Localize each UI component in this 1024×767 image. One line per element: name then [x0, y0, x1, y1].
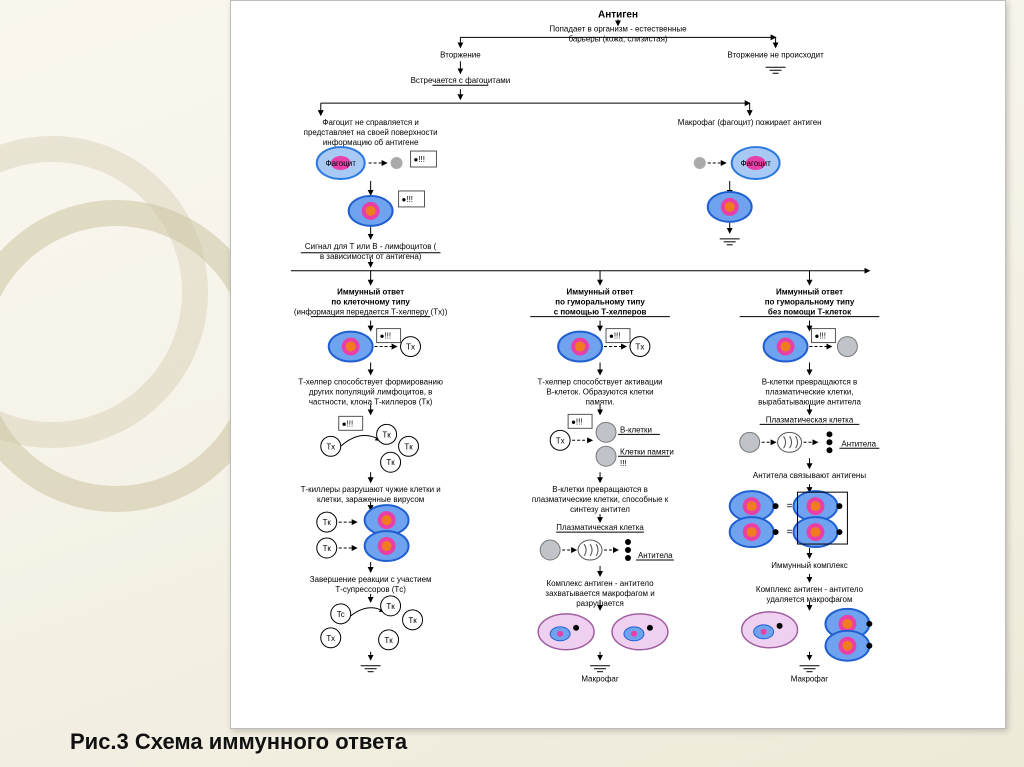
svg-text:Иммунный ответ: Иммунный ответ: [776, 288, 843, 297]
svg-text:Плазматическая клетка: Плазматическая клетка: [766, 415, 854, 424]
svg-text:Макрофаг: Макрофаг: [791, 675, 828, 684]
col2: Иммунный ответ по гуморальному типу с по…: [530, 288, 674, 684]
diagram-svg: Антиген Попадает в организм - естественн…: [231, 1, 1005, 728]
svg-text:Т-хелпер способствует формиров: Т-хелпер способствует формированиюдругих…: [298, 377, 443, 406]
svg-text:Завершение реакции с участиемТ: Завершение реакции с участиемТ-супрессор…: [310, 575, 432, 594]
svg-text:Антитела: Антитела: [638, 551, 673, 560]
signal: Сигнал для T или B - лимфоцитов (в завис…: [305, 242, 437, 261]
svg-text:Иммунный комплекс: Иммунный комплекс: [771, 561, 847, 570]
svg-text:В-клетки превращаются вплазмат: В-клетки превращаются вплазматические кл…: [532, 485, 669, 514]
svg-text:Tx: Tx: [326, 442, 335, 451]
left-branch: Фагоцит не справляется ипредставляет на …: [304, 118, 438, 147]
svg-text:Макрофаг: Макрофаг: [581, 675, 618, 684]
slide: Антиген Попадает в организм - естественн…: [0, 0, 1024, 767]
meet-phag: Встречается с фагоцитами: [411, 76, 511, 85]
svg-text:●!!!: ●!!!: [380, 332, 391, 341]
right-branch: Макрофаг (фагоцит) пожирает антиген: [678, 118, 822, 127]
svg-text:Tx: Tx: [636, 343, 645, 352]
svg-text:Tк: Tк: [408, 616, 417, 625]
phag-label-l: Фагоцит: [326, 159, 357, 168]
svg-text:●!!!: ●!!!: [571, 417, 582, 426]
col1: Иммунный ответ по клеточному типу (инфор…: [294, 288, 448, 672]
svg-text:=: =: [787, 527, 793, 538]
svg-text:!!!: !!!: [620, 459, 627, 468]
no-invasion: Вторжение не происходит: [727, 50, 824, 59]
svg-text:по гуморальному типу: по гуморальному типу: [765, 298, 855, 307]
svg-text:В-клетки превращаются вплазмат: В-клетки превращаются вплазматические кл…: [758, 377, 861, 406]
svg-text:Tx: Tx: [406, 343, 415, 352]
svg-text:Антитела связывают антигены: Антитела связывают антигены: [753, 471, 866, 480]
barrier-text: Попадает в организм - естественныебарьер…: [549, 24, 687, 43]
svg-text:без помощи Т-клеток: без помощи Т-клеток: [768, 308, 851, 317]
svg-text:Tк: Tк: [386, 602, 395, 611]
svg-text:с помощью Т-хелперов: с помощью Т-хелперов: [554, 308, 647, 317]
svg-text:●!!!: ●!!!: [402, 195, 413, 204]
svg-text:(информация передается Т-хелпе: (информация передается Т-хелперу (Tx)): [294, 308, 448, 317]
title: Антиген: [598, 9, 638, 20]
svg-text:●!!!: ●!!!: [609, 332, 620, 341]
phag-label-r: Фагоцит: [740, 159, 771, 168]
svg-text:=: =: [787, 501, 793, 512]
svg-text:Т-киллеры разрушают чужие клет: Т-киллеры разрушают чужие клетки иклетки…: [301, 485, 441, 504]
svg-text:Т-хелпер способствует активаци: Т-хелпер способствует активацииВ-клеток.…: [537, 377, 662, 406]
svg-text:Tк: Tк: [382, 430, 391, 439]
col3: Иммунный ответ по гуморальному типу без …: [730, 288, 880, 684]
svg-text:Tк: Tк: [323, 518, 332, 527]
svg-text:В-клетки: В-клетки: [620, 425, 652, 434]
svg-text:Клетки памяти: Клетки памяти: [620, 447, 674, 456]
svg-text:Иммунный ответ: Иммунный ответ: [337, 288, 404, 297]
svg-text:Комплекс антиген - антителоуда: Комплекс антиген - антителоудаляется мак…: [756, 585, 864, 604]
svg-text:Tc: Tc: [337, 610, 345, 619]
svg-text:Антитела: Антитела: [841, 439, 876, 448]
svg-text:●!!!: ●!!!: [414, 155, 425, 164]
svg-text:Плазматическая клетка: Плазматическая клетка: [556, 523, 644, 532]
svg-text:Tк: Tк: [384, 636, 393, 645]
svg-text:Иммунный ответ: Иммунный ответ: [567, 288, 634, 297]
svg-text:Tк: Tк: [386, 458, 395, 467]
svg-text:●!!!: ●!!!: [814, 332, 825, 341]
svg-text:Tx: Tx: [556, 436, 565, 445]
svg-text:по клеточному типу: по клеточному типу: [331, 298, 410, 307]
invasion: Вторжение: [440, 50, 481, 59]
svg-text:●!!!: ●!!!: [342, 419, 353, 428]
diagram-panel: Антиген Попадает в организм - естественн…: [230, 0, 1006, 729]
svg-text:Tк: Tк: [323, 544, 332, 553]
svg-text:Tк: Tк: [404, 442, 413, 451]
figure-caption: Рис.3 Схема иммунного ответа: [70, 729, 407, 755]
svg-text:Tx: Tx: [326, 634, 335, 643]
svg-text:по гуморальному типу: по гуморальному типу: [555, 298, 645, 307]
